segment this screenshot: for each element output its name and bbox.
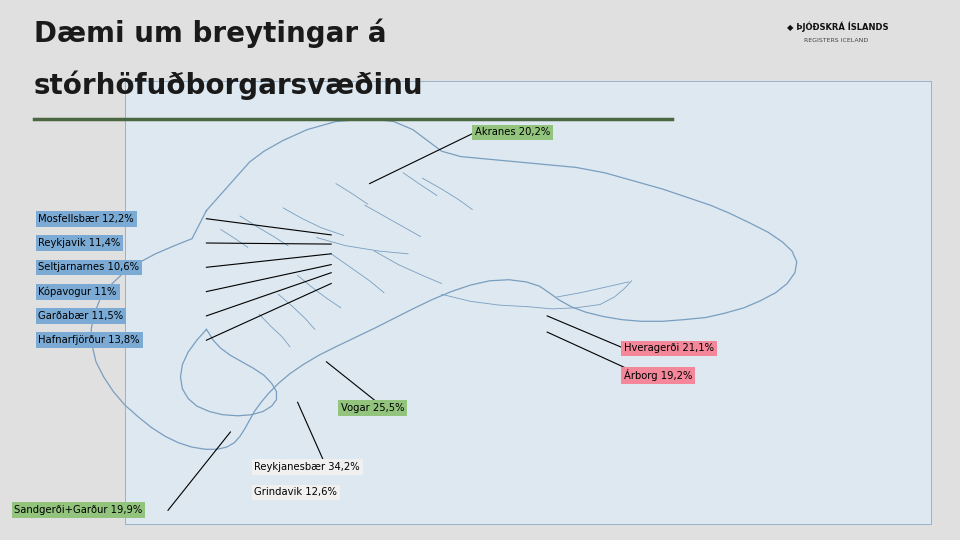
Text: Árborg 19,2%: Árborg 19,2% bbox=[624, 369, 692, 381]
Text: Akranes 20,2%: Akranes 20,2% bbox=[475, 127, 550, 137]
Text: Dæmi um breytingar á: Dæmi um breytingar á bbox=[34, 19, 386, 49]
Text: Kópavogur 11%: Kópavogur 11% bbox=[38, 286, 117, 297]
Text: Garðabær 11,5%: Garðabær 11,5% bbox=[38, 311, 124, 321]
FancyBboxPatch shape bbox=[125, 81, 931, 524]
Text: Hveragerði 21,1%: Hveragerði 21,1% bbox=[624, 343, 714, 353]
Text: Seltjarnarnes 10,6%: Seltjarnarnes 10,6% bbox=[38, 262, 139, 272]
Text: stórhöfuðborgarsvæðinu: stórhöfuðborgarsvæðinu bbox=[34, 70, 423, 100]
Text: REGISTERS ICELAND: REGISTERS ICELAND bbox=[804, 38, 869, 43]
Text: Hafnarfjörður 13,8%: Hafnarfjörður 13,8% bbox=[38, 335, 140, 345]
Text: Sandgerði+Garður 19,9%: Sandgerði+Garður 19,9% bbox=[14, 505, 143, 515]
Text: Reykjavik 11,4%: Reykjavik 11,4% bbox=[38, 238, 121, 248]
Text: Reykjanesbær 34,2%: Reykjanesbær 34,2% bbox=[254, 462, 360, 472]
Text: Grindavik 12,6%: Grindavik 12,6% bbox=[254, 488, 337, 497]
Text: Vogar 25,5%: Vogar 25,5% bbox=[341, 403, 404, 413]
Text: ◆ ÞJÓÐSKRÁ ÍSLANDS: ◆ ÞJÓÐSKRÁ ÍSLANDS bbox=[787, 22, 889, 32]
Text: Mosfellsbær 12,2%: Mosfellsbær 12,2% bbox=[38, 214, 134, 224]
